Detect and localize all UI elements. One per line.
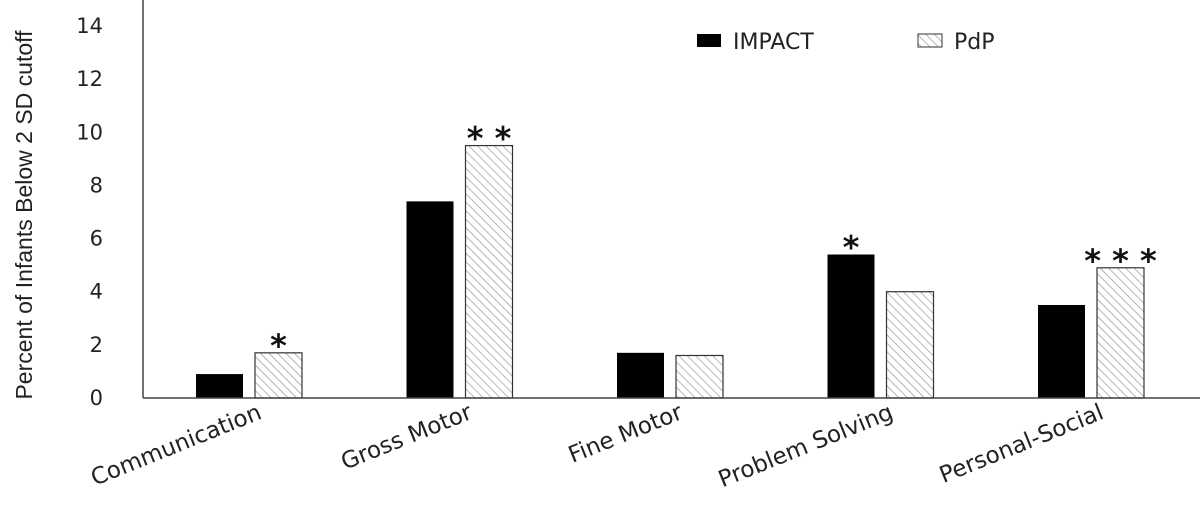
y-tick-label: 6 [90, 227, 103, 251]
bar-impact [827, 254, 875, 398]
legend: IMPACT PdP [697, 30, 995, 55]
bar-pdp [885, 291, 935, 399]
x-tick-label: Fine Motor [565, 399, 687, 468]
bar-impact [1038, 305, 1085, 398]
significance-marker: * [843, 229, 860, 267]
bar-impact [617, 352, 664, 398]
x-axis-labels: Communication Gross Motor Fine Motor Proble… [87, 399, 1107, 493]
y-tick-label: 10 [76, 120, 103, 144]
y-tick-label: 14 [76, 14, 103, 38]
legend-label-impact: IMPACT [733, 30, 814, 55]
x-tick-label: Communication [87, 399, 265, 491]
legend-swatch-impact [697, 34, 721, 47]
bar-pdp [254, 352, 303, 399]
y-axis-ticks: 0 2 4 6 8 10 12 14 [76, 14, 103, 410]
y-axis-title: Percent of Infants Below 2 SD cutoff [11, 30, 37, 400]
significance-marker: * [270, 327, 287, 365]
significance-marker: * * * [1084, 242, 1157, 280]
x-tick-label: Problem Solving [715, 399, 897, 493]
legend-label-pdp: PdP [954, 30, 995, 55]
bars [196, 144, 1145, 399]
y-tick-label: 4 [90, 280, 103, 304]
bar-impact [196, 374, 243, 398]
legend-swatch-pdp [917, 33, 943, 48]
bar-pdp [675, 354, 724, 399]
bar-pdp [464, 144, 514, 399]
bar-impact [406, 201, 454, 398]
bar-pdp [1096, 267, 1145, 399]
y-tick-label: 0 [90, 386, 103, 410]
significance-marker: * * [467, 120, 512, 158]
x-tick-label: Personal-Social [936, 399, 1107, 488]
y-tick-label: 8 [90, 173, 103, 197]
x-tick-label: Gross Motor [338, 399, 477, 475]
y-tick-label: 2 [90, 333, 103, 357]
y-tick-label: 12 [76, 67, 103, 91]
significance-marks: * * * * * * * [270, 120, 1157, 365]
